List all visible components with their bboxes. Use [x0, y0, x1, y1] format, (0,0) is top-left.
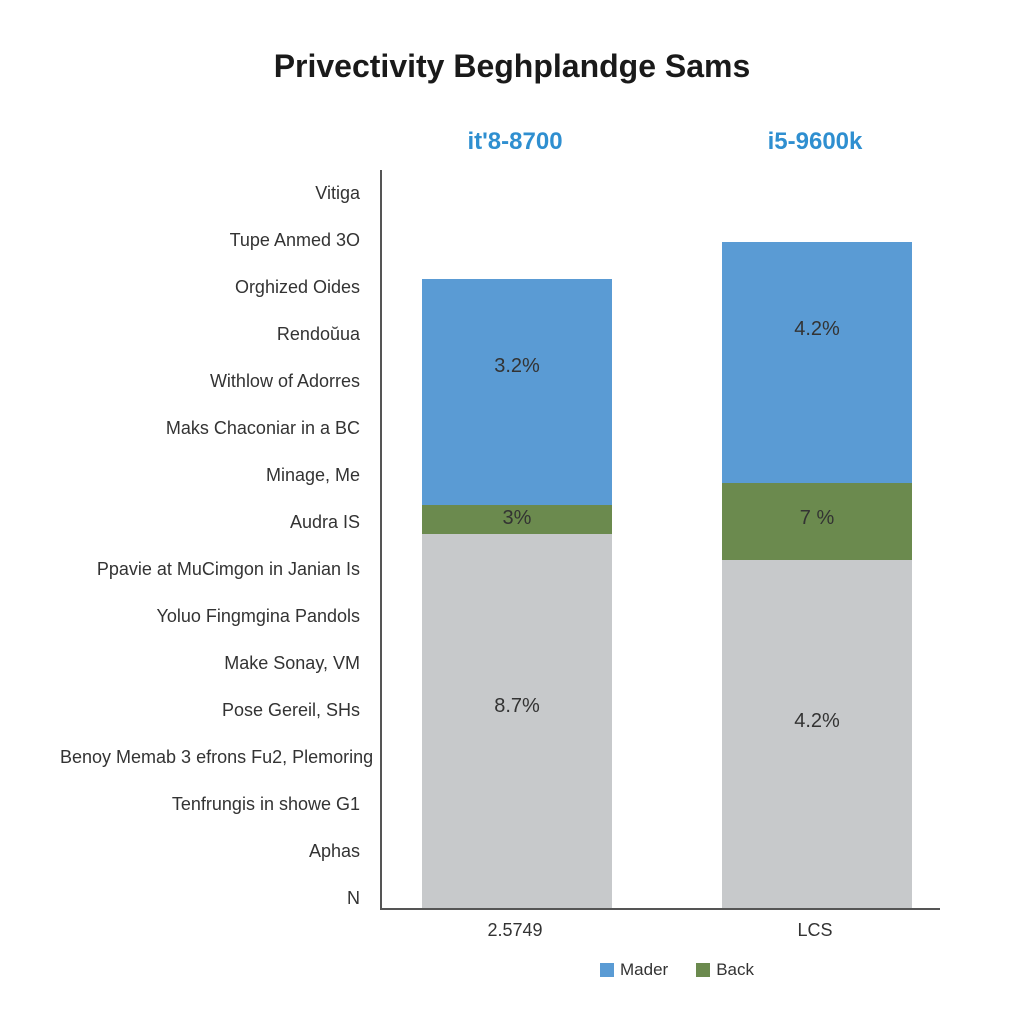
legend-item: Back: [696, 960, 754, 980]
column-header: i5-9600k: [715, 128, 915, 156]
bar-segment: [422, 534, 612, 908]
y-axis-label: Audra IS: [60, 499, 360, 546]
bar-column: [722, 242, 912, 908]
legend-swatch-icon: [600, 963, 614, 977]
y-axis-label: Maks Chaconiar in a BC: [60, 405, 360, 452]
bar-segment: [422, 279, 612, 505]
chart-container: Privectivity Beghplandge Sams it'8-8700 i…: [0, 0, 1024, 1024]
column-header: it'8-8700: [415, 128, 615, 156]
bar-segment: [722, 560, 912, 908]
y-axis-label: Tenfrungis in showe G1: [60, 781, 360, 828]
y-axis-label: Withlow of Adorres: [60, 358, 360, 405]
y-axis-label: Orghized Oides: [60, 264, 360, 311]
segment-value-label: 8.7%: [422, 695, 612, 718]
y-axis-label: Benoy Memab 3 efrons Fu2, Plemoring: [60, 734, 360, 781]
legend-label: Mader: [620, 960, 668, 980]
y-axis-labels: VitigaTupe Anmed 3OOrghized OidesRendoŭu…: [60, 170, 360, 922]
chart-title: Privectivity Beghplandge Sams: [0, 48, 1024, 85]
bar-segment: [722, 242, 912, 483]
x-tick-label: 2.5749: [435, 920, 595, 941]
legend: Mader Back: [600, 960, 754, 980]
segment-value-label: 3%: [422, 507, 612, 530]
segment-value-label: 4.2%: [722, 318, 912, 341]
y-axis-label: Make Sonay, VM: [60, 640, 360, 687]
legend-label: Back: [716, 960, 754, 980]
y-axis-label: Ppavie at MuCimgon in Janian Is: [60, 546, 360, 593]
y-axis-label: Tupe Anmed 3O: [60, 217, 360, 264]
y-axis-label: Aphas: [60, 828, 360, 875]
y-axis-label: Rendoŭua: [60, 311, 360, 358]
y-axis-label: Yoluo Fingmgina Pandols: [60, 593, 360, 640]
y-axis-label: Minage, Me: [60, 452, 360, 499]
y-axis-label: Vitiga: [60, 170, 360, 217]
y-axis-label: N: [60, 875, 360, 922]
segment-value-label: 3.2%: [422, 355, 612, 378]
segment-value-label: 7 %: [722, 507, 912, 530]
plot-area: 8.7% 3% 3.2% 4.2% 7 % 4.2%: [380, 170, 940, 910]
legend-swatch-icon: [696, 963, 710, 977]
segment-value-label: 4.2%: [722, 710, 912, 733]
legend-item: Mader: [600, 960, 668, 980]
y-axis-label: Pose Gereil, SHs: [60, 687, 360, 734]
x-tick-label: LCS: [735, 920, 895, 941]
